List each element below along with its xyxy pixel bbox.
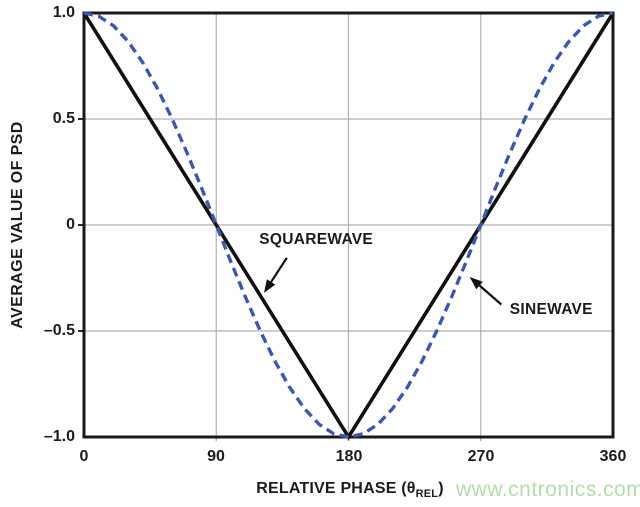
x-tick-label: 0 <box>79 448 89 465</box>
y-tick-label: 0 <box>66 216 75 233</box>
x-tick-label: 180 <box>335 448 363 465</box>
y-tick-label: 1.0 <box>52 4 75 21</box>
squarewave-label: SQUAREWAVE <box>259 230 374 248</box>
x-axis-title: RELATIVE PHASE (θREL) <box>256 479 444 501</box>
x-tick-label: 360 <box>599 448 627 465</box>
y-tick-label: 0.5 <box>52 110 75 127</box>
x-tick-label: 270 <box>467 448 495 465</box>
y-tick-label: –0.5 <box>43 322 75 339</box>
y-axis-title: AVERAGE VALUE OF PSD <box>9 121 26 329</box>
y-tick-label: –1.0 <box>43 428 75 445</box>
sinewave-label: SINEWAVE <box>509 300 593 318</box>
watermark: www.cntronics.com <box>456 478 640 501</box>
x-tick-label: 90 <box>207 448 225 465</box>
